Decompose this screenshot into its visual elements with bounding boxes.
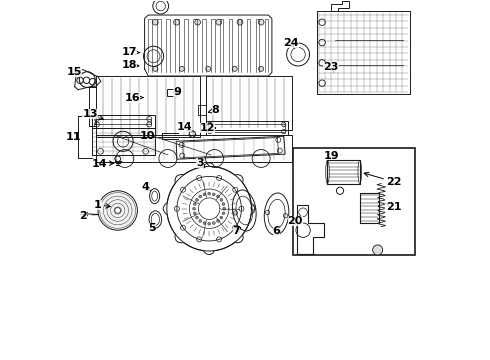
Circle shape bbox=[239, 206, 244, 211]
Circle shape bbox=[180, 225, 186, 230]
Text: 14: 14 bbox=[176, 122, 192, 132]
Circle shape bbox=[174, 206, 179, 211]
Circle shape bbox=[319, 60, 325, 66]
Bar bbox=[294, 148, 416, 255]
Circle shape bbox=[194, 203, 196, 206]
Circle shape bbox=[115, 208, 121, 213]
Text: 1: 1 bbox=[94, 200, 110, 210]
Circle shape bbox=[232, 66, 237, 71]
Circle shape bbox=[237, 19, 243, 25]
Circle shape bbox=[258, 19, 264, 25]
Circle shape bbox=[203, 221, 206, 224]
Circle shape bbox=[203, 193, 206, 196]
Circle shape bbox=[222, 212, 225, 215]
Circle shape bbox=[77, 77, 83, 84]
Text: 24: 24 bbox=[283, 38, 299, 48]
Text: 14: 14 bbox=[91, 159, 107, 169]
Circle shape bbox=[179, 66, 184, 71]
Circle shape bbox=[222, 203, 225, 206]
Circle shape bbox=[199, 195, 202, 198]
Text: 13: 13 bbox=[82, 109, 103, 120]
Text: 22: 22 bbox=[364, 172, 402, 187]
Circle shape bbox=[83, 212, 88, 217]
Text: 17: 17 bbox=[122, 47, 140, 57]
Circle shape bbox=[217, 195, 220, 198]
Text: 20: 20 bbox=[288, 216, 303, 226]
Text: 9: 9 bbox=[173, 87, 181, 97]
Circle shape bbox=[98, 191, 137, 230]
Circle shape bbox=[212, 221, 215, 224]
Circle shape bbox=[223, 207, 225, 210]
Circle shape bbox=[233, 187, 238, 192]
Circle shape bbox=[319, 39, 325, 46]
Circle shape bbox=[152, 19, 158, 25]
Circle shape bbox=[189, 131, 196, 137]
Circle shape bbox=[180, 187, 186, 192]
Circle shape bbox=[220, 216, 223, 219]
Circle shape bbox=[206, 66, 211, 71]
Circle shape bbox=[196, 198, 198, 201]
Circle shape bbox=[199, 220, 202, 222]
Text: 11: 11 bbox=[66, 132, 81, 142]
Text: 5: 5 bbox=[148, 224, 155, 233]
Text: 10: 10 bbox=[139, 131, 155, 141]
Circle shape bbox=[319, 19, 325, 26]
Circle shape bbox=[216, 19, 221, 25]
Circle shape bbox=[217, 237, 221, 242]
Circle shape bbox=[196, 175, 202, 180]
Text: 19: 19 bbox=[323, 150, 339, 161]
Text: 7: 7 bbox=[233, 226, 241, 236]
Text: 15: 15 bbox=[67, 67, 82, 77]
Circle shape bbox=[220, 198, 223, 201]
Text: 3: 3 bbox=[196, 158, 205, 168]
Circle shape bbox=[196, 237, 202, 242]
Circle shape bbox=[194, 212, 196, 215]
Text: 8: 8 bbox=[208, 105, 220, 115]
Text: 4: 4 bbox=[142, 182, 150, 192]
Text: 16: 16 bbox=[124, 93, 143, 103]
Circle shape bbox=[208, 222, 211, 225]
Circle shape bbox=[373, 245, 383, 255]
Text: 12: 12 bbox=[199, 123, 216, 133]
Circle shape bbox=[196, 216, 198, 219]
Circle shape bbox=[233, 225, 238, 230]
Text: 2: 2 bbox=[79, 211, 87, 221]
Circle shape bbox=[217, 220, 220, 222]
Circle shape bbox=[259, 66, 264, 71]
Circle shape bbox=[195, 19, 200, 25]
Text: 23: 23 bbox=[323, 62, 339, 72]
Text: 21: 21 bbox=[386, 202, 402, 212]
Bar bbox=[167, 89, 176, 96]
Circle shape bbox=[212, 193, 215, 196]
Circle shape bbox=[173, 19, 179, 25]
Circle shape bbox=[193, 207, 196, 210]
Circle shape bbox=[153, 66, 158, 71]
Text: 6: 6 bbox=[272, 226, 280, 236]
Circle shape bbox=[217, 175, 221, 180]
Circle shape bbox=[319, 80, 325, 86]
Circle shape bbox=[89, 78, 96, 85]
Circle shape bbox=[83, 77, 90, 84]
Text: 18: 18 bbox=[122, 60, 139, 70]
Circle shape bbox=[208, 192, 211, 195]
